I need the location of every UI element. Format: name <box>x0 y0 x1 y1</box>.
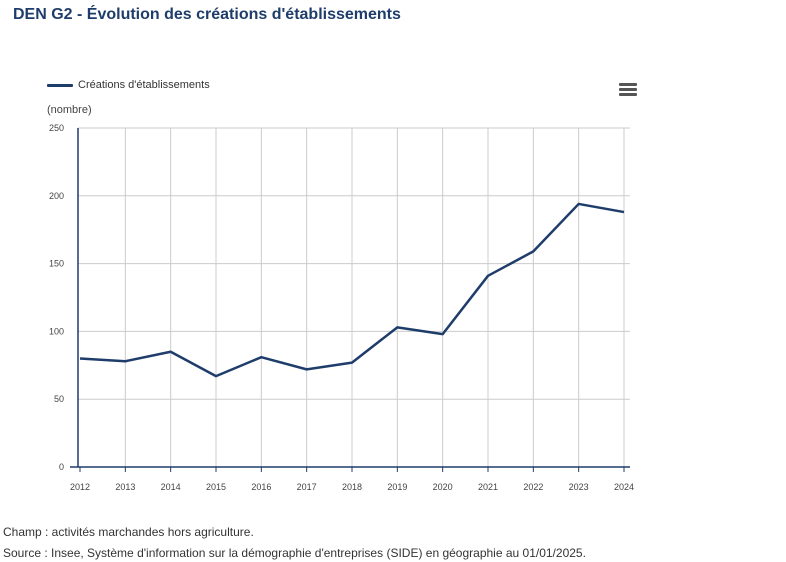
data-point[interactable] <box>304 366 310 372</box>
data-point[interactable] <box>168 349 174 355</box>
chart-container: Créations d'établissements (nombre) 0 50 1… <box>0 38 786 508</box>
x-tick-label: 2012 <box>70 482 90 492</box>
y-tick-label: 50 <box>54 394 64 404</box>
data-point[interactable] <box>77 356 83 362</box>
x-tick-label: 2023 <box>569 482 589 492</box>
hamburger-menu-icon[interactable] <box>619 83 637 98</box>
x-tick-label: 2024 <box>614 482 634 492</box>
x-tick-label: 2022 <box>523 482 543 492</box>
footnote-source: Source : Insee, Système d'information su… <box>3 546 586 560</box>
x-tick-label: 2021 <box>478 482 498 492</box>
x-tick-label: 2018 <box>342 482 362 492</box>
data-point[interactable] <box>394 324 400 330</box>
x-tick-label: 2020 <box>433 482 453 492</box>
data-point[interactable] <box>122 358 128 364</box>
y-axis-unit: (nombre) <box>47 104 92 116</box>
data-point[interactable] <box>258 354 264 360</box>
footnote-scope: Champ : activités marchandes hors agricu… <box>3 525 254 539</box>
y-tick-label: 250 <box>49 123 64 133</box>
y-tick-label: 100 <box>49 326 64 336</box>
chart-title: DEN G2 - Évolution des créations d'établ… <box>13 6 401 23</box>
x-tick-label: 2017 <box>297 482 317 492</box>
legend-label: Créations d'établissements <box>78 79 210 91</box>
x-tick-label: 2015 <box>206 482 226 492</box>
legend-swatch <box>47 83 73 87</box>
y-tick-label: 150 <box>49 259 64 269</box>
y-tick-label: 0 <box>59 462 64 472</box>
line-chart: 0 50 100 150 200 250 2012 2013 2014 2015 2016 2017 2… <box>49 123 634 492</box>
x-tick-label: 2019 <box>387 482 407 492</box>
series-line[interactable] <box>79 202 625 378</box>
data-point[interactable] <box>485 273 491 279</box>
data-point[interactable] <box>530 248 536 254</box>
x-tick-label: 2013 <box>115 482 135 492</box>
data-point[interactable] <box>440 331 446 337</box>
x-tick-label: 2016 <box>251 482 271 492</box>
data-point[interactable] <box>213 373 219 379</box>
legend[interactable]: Créations d'établissements <box>47 79 210 91</box>
y-tick-label: 200 <box>49 191 64 201</box>
data-point[interactable] <box>576 201 582 207</box>
data-point[interactable] <box>621 209 627 215</box>
data-point[interactable] <box>349 360 355 366</box>
x-tick-label: 2014 <box>161 482 181 492</box>
